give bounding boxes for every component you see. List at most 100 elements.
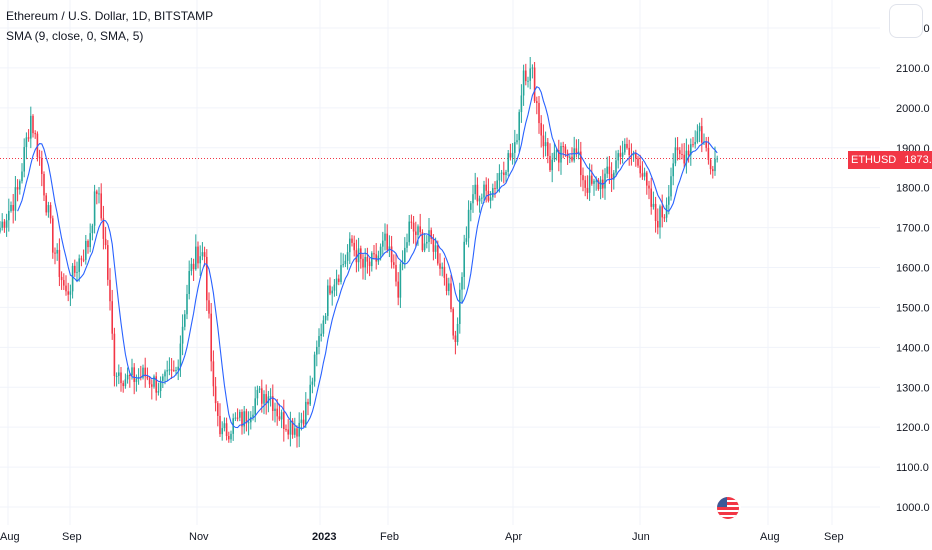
candle-down	[654, 203, 657, 222]
candle-down	[657, 221, 659, 228]
candle-up	[672, 163, 674, 177]
candle-down	[397, 281, 399, 298]
candle-up	[441, 266, 443, 269]
candle-down	[650, 188, 652, 207]
candle-up	[316, 346, 318, 355]
candle-down	[558, 149, 560, 163]
candle-down	[639, 165, 641, 174]
x-tick-label: Sep	[824, 531, 844, 543]
candle-up	[573, 148, 575, 161]
candle-up	[551, 159, 553, 171]
candle-up	[434, 245, 437, 252]
candle-down	[454, 335, 457, 343]
candle-down	[646, 172, 648, 186]
candle-down	[635, 153, 637, 159]
candle-down	[597, 180, 600, 190]
candle-down	[206, 256, 208, 301]
candle-up	[604, 173, 606, 189]
candle-up	[327, 285, 329, 316]
candle-down	[43, 174, 45, 196]
candle-up	[670, 176, 672, 197]
candle-down	[707, 147, 710, 160]
candle-down	[148, 378, 151, 385]
candle-up	[269, 396, 272, 398]
candle-up	[588, 175, 591, 193]
candle-up	[1, 221, 3, 228]
candle-up	[190, 263, 193, 272]
candle-down	[533, 67, 536, 102]
candle-down	[104, 238, 107, 246]
candle-down	[485, 184, 487, 191]
candle-down	[430, 230, 432, 239]
candle-down	[648, 185, 650, 189]
candle-up	[289, 420, 292, 435]
candle-up	[507, 153, 509, 172]
price-axis: 1000.0 1100.0 1200.0 1300.0 1400.0 1500.0 1600…	[896, 23, 930, 514]
candle-up	[423, 243, 426, 251]
price-scale-settings-button[interactable]	[889, 4, 923, 38]
candle-down	[133, 367, 135, 382]
candle-down	[45, 195, 47, 213]
candle-down	[375, 254, 377, 262]
candle-down	[146, 376, 149, 379]
candle-up	[184, 314, 186, 327]
candle-up	[91, 225, 94, 234]
candle-down	[368, 261, 371, 267]
candle-up	[320, 333, 322, 337]
candle-down	[236, 417, 239, 419]
candle-up	[159, 380, 162, 392]
candle-up	[349, 238, 351, 253]
candle-down	[542, 135, 545, 147]
candle-down	[278, 416, 281, 420]
candle-up	[599, 179, 602, 190]
candle-down	[307, 401, 309, 405]
y-tick-label: 1400.0	[896, 342, 930, 354]
candle-down	[102, 218, 105, 239]
candle-up	[5, 220, 8, 228]
candle-down	[452, 309, 454, 336]
candle-up	[632, 153, 635, 156]
candle-up	[115, 375, 118, 377]
candle-up	[472, 194, 474, 204]
candle-up	[181, 326, 184, 344]
candle-up	[668, 196, 670, 205]
candle-up	[199, 256, 201, 264]
price-label-symbol: ETHUSD	[851, 154, 897, 166]
candle-up	[124, 379, 127, 387]
candle-down	[58, 249, 61, 277]
candle-up	[10, 204, 12, 211]
candle-down	[525, 70, 527, 82]
candle-up	[465, 238, 468, 242]
candle-up	[448, 283, 450, 291]
candle-down	[412, 222, 415, 232]
candle-down	[41, 158, 43, 175]
candle-down	[608, 166, 611, 175]
candle-up	[461, 276, 463, 290]
chart-grid	[0, 0, 880, 525]
candle-down	[562, 146, 564, 148]
candle-up	[593, 180, 595, 184]
candle-down	[219, 415, 221, 435]
candle-up	[652, 203, 655, 207]
candle-down	[245, 411, 248, 424]
candle-up	[377, 255, 380, 262]
candle-up	[531, 67, 534, 69]
candle-down	[575, 148, 578, 154]
candle-down	[679, 150, 681, 154]
candle-down	[32, 115, 34, 134]
candle-up	[685, 150, 688, 164]
candle-up	[313, 354, 316, 382]
candle-up	[56, 249, 58, 254]
candle-up	[500, 172, 503, 174]
sma-indicator-label[interactable]: SMA (9, close, 0, SMA, 5)	[6, 29, 144, 43]
us-flag-icon[interactable]	[717, 497, 739, 519]
candle-up	[624, 143, 626, 153]
candle-down	[712, 169, 714, 172]
candle-down	[610, 174, 613, 180]
candle-up	[384, 233, 386, 241]
x-tick-label: Aug	[0, 531, 20, 543]
candle-up	[474, 184, 476, 195]
candle-down	[432, 238, 435, 252]
candle-up	[85, 241, 87, 260]
